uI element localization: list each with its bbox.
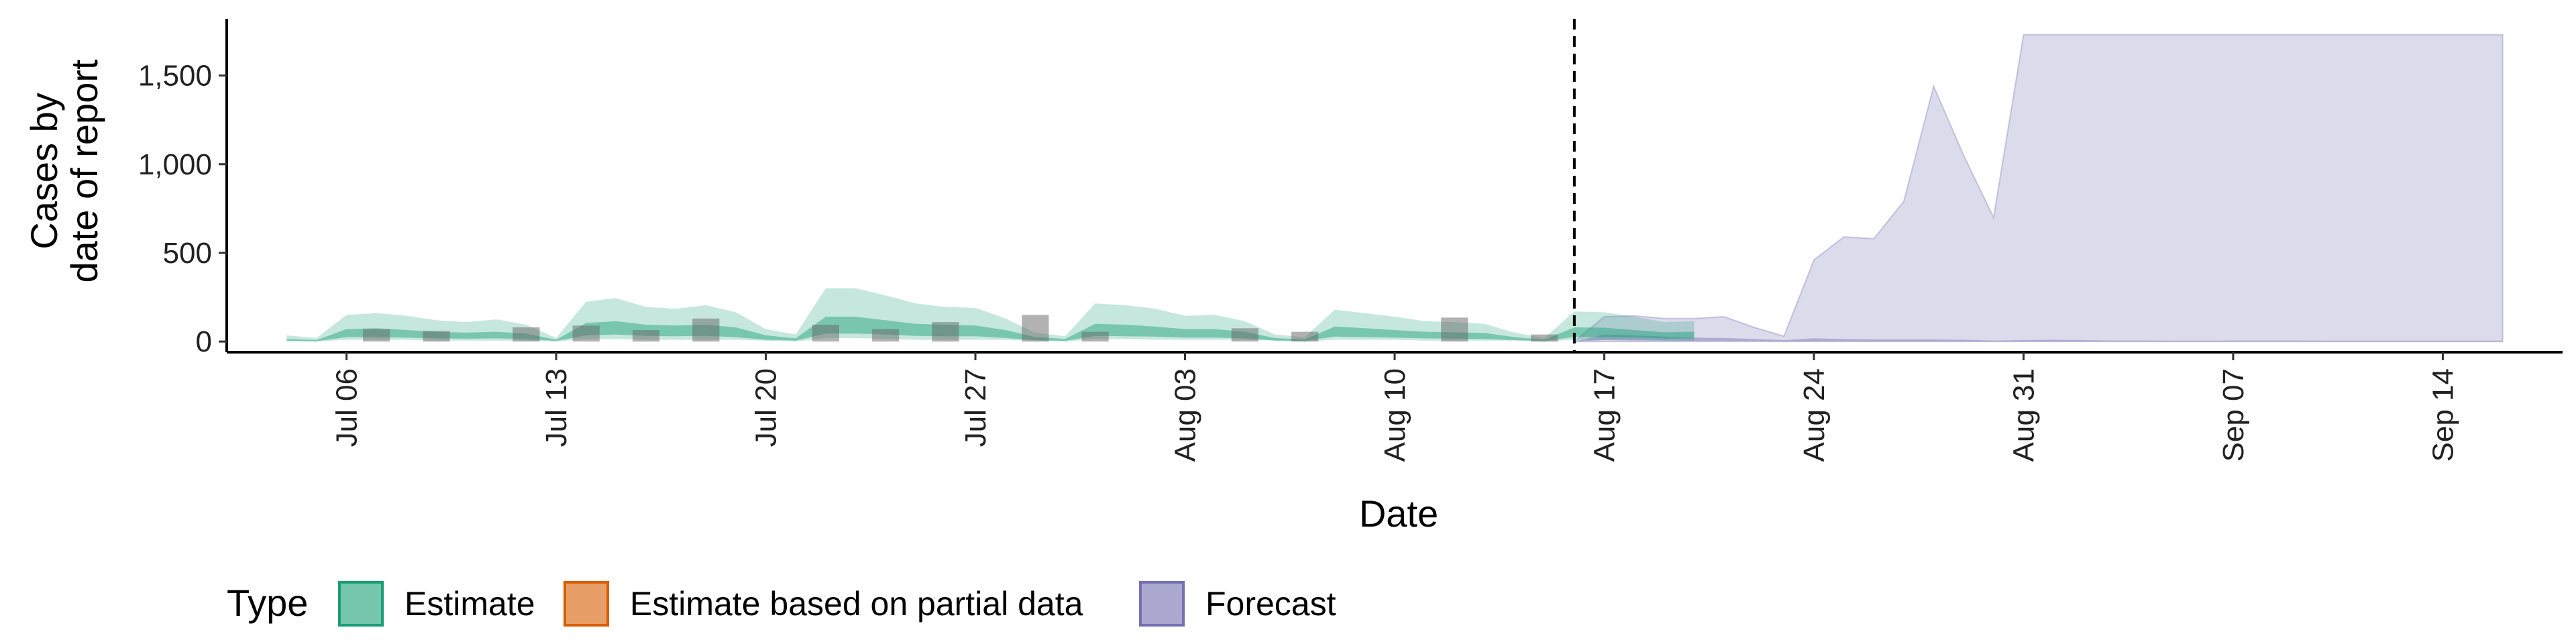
estimate-outer-band [286,288,1695,342]
x-tick-label: Aug 10 [1379,368,1411,462]
legend-label-estimate: Estimate [405,585,535,623]
observed-case-bar [1531,334,1558,342]
y-axis-title-line1: Cases by [23,93,65,249]
plot-area [286,34,2504,343]
x-tick-label: Aug 31 [2008,368,2041,462]
observed-case-bar [812,325,839,342]
x-tick-label: Jul 13 [540,368,573,447]
y-tick-label: 0 [196,325,212,358]
x-axis-title: Date [1359,492,1438,535]
y-axis-ticks: 0 500 1,000 1,500 [138,60,227,358]
y-tick-label: 500 [163,237,212,270]
observed-case-bar [363,329,390,342]
observed-case-bar [1231,328,1258,342]
x-tick-label: Aug 24 [1798,368,1831,462]
legend-label-forecast: Forecast [1205,585,1336,623]
forecast-inner-band [1574,334,2503,342]
legend-swatch-partial [564,581,609,627]
x-tick-label: Aug 03 [1169,368,1202,462]
observed-case-bar [513,327,540,342]
observed-case-bar [632,330,660,342]
observed-cases-bars [363,315,1558,342]
observed-case-bar [1022,315,1049,342]
legend-swatch-forecast [1139,581,1185,627]
legend-title: Type [227,582,308,624]
x-tick-label: Jul 27 [959,368,992,447]
y-tick-label: 1,000 [138,148,212,181]
legend: Type Estimate Estimate based on partial … [227,581,1336,627]
legend-swatch-estimate [338,581,384,627]
observed-case-bar [1081,331,1109,342]
x-tick-label: Jul 06 [331,368,364,447]
x-tick-label: Aug 17 [1589,368,1621,462]
x-tick-label: Sep 07 [2217,368,2250,462]
observed-case-bar [872,329,900,342]
observed-case-bar [423,331,450,342]
legend-label-partial: Estimate based on partial data [630,585,1083,623]
observed-case-bar [932,322,959,342]
y-tick-label: 1,500 [138,60,212,93]
forecast-outer-band [1572,34,2504,343]
observed-case-bar [1291,331,1319,342]
x-tick-label: Sep 14 [2426,368,2459,462]
observed-case-bar [572,325,600,342]
observed-case-bar [1441,317,1468,342]
y-axis-title-line2: date of report [63,59,105,283]
x-tick-label: Jul 20 [750,368,783,447]
observed-case-bar [692,318,720,342]
x-axis-ticks: Jul 06 Jul 13 Jul 20 Jul 27 Aug 03 Aug 10 Aug … [331,352,2459,462]
